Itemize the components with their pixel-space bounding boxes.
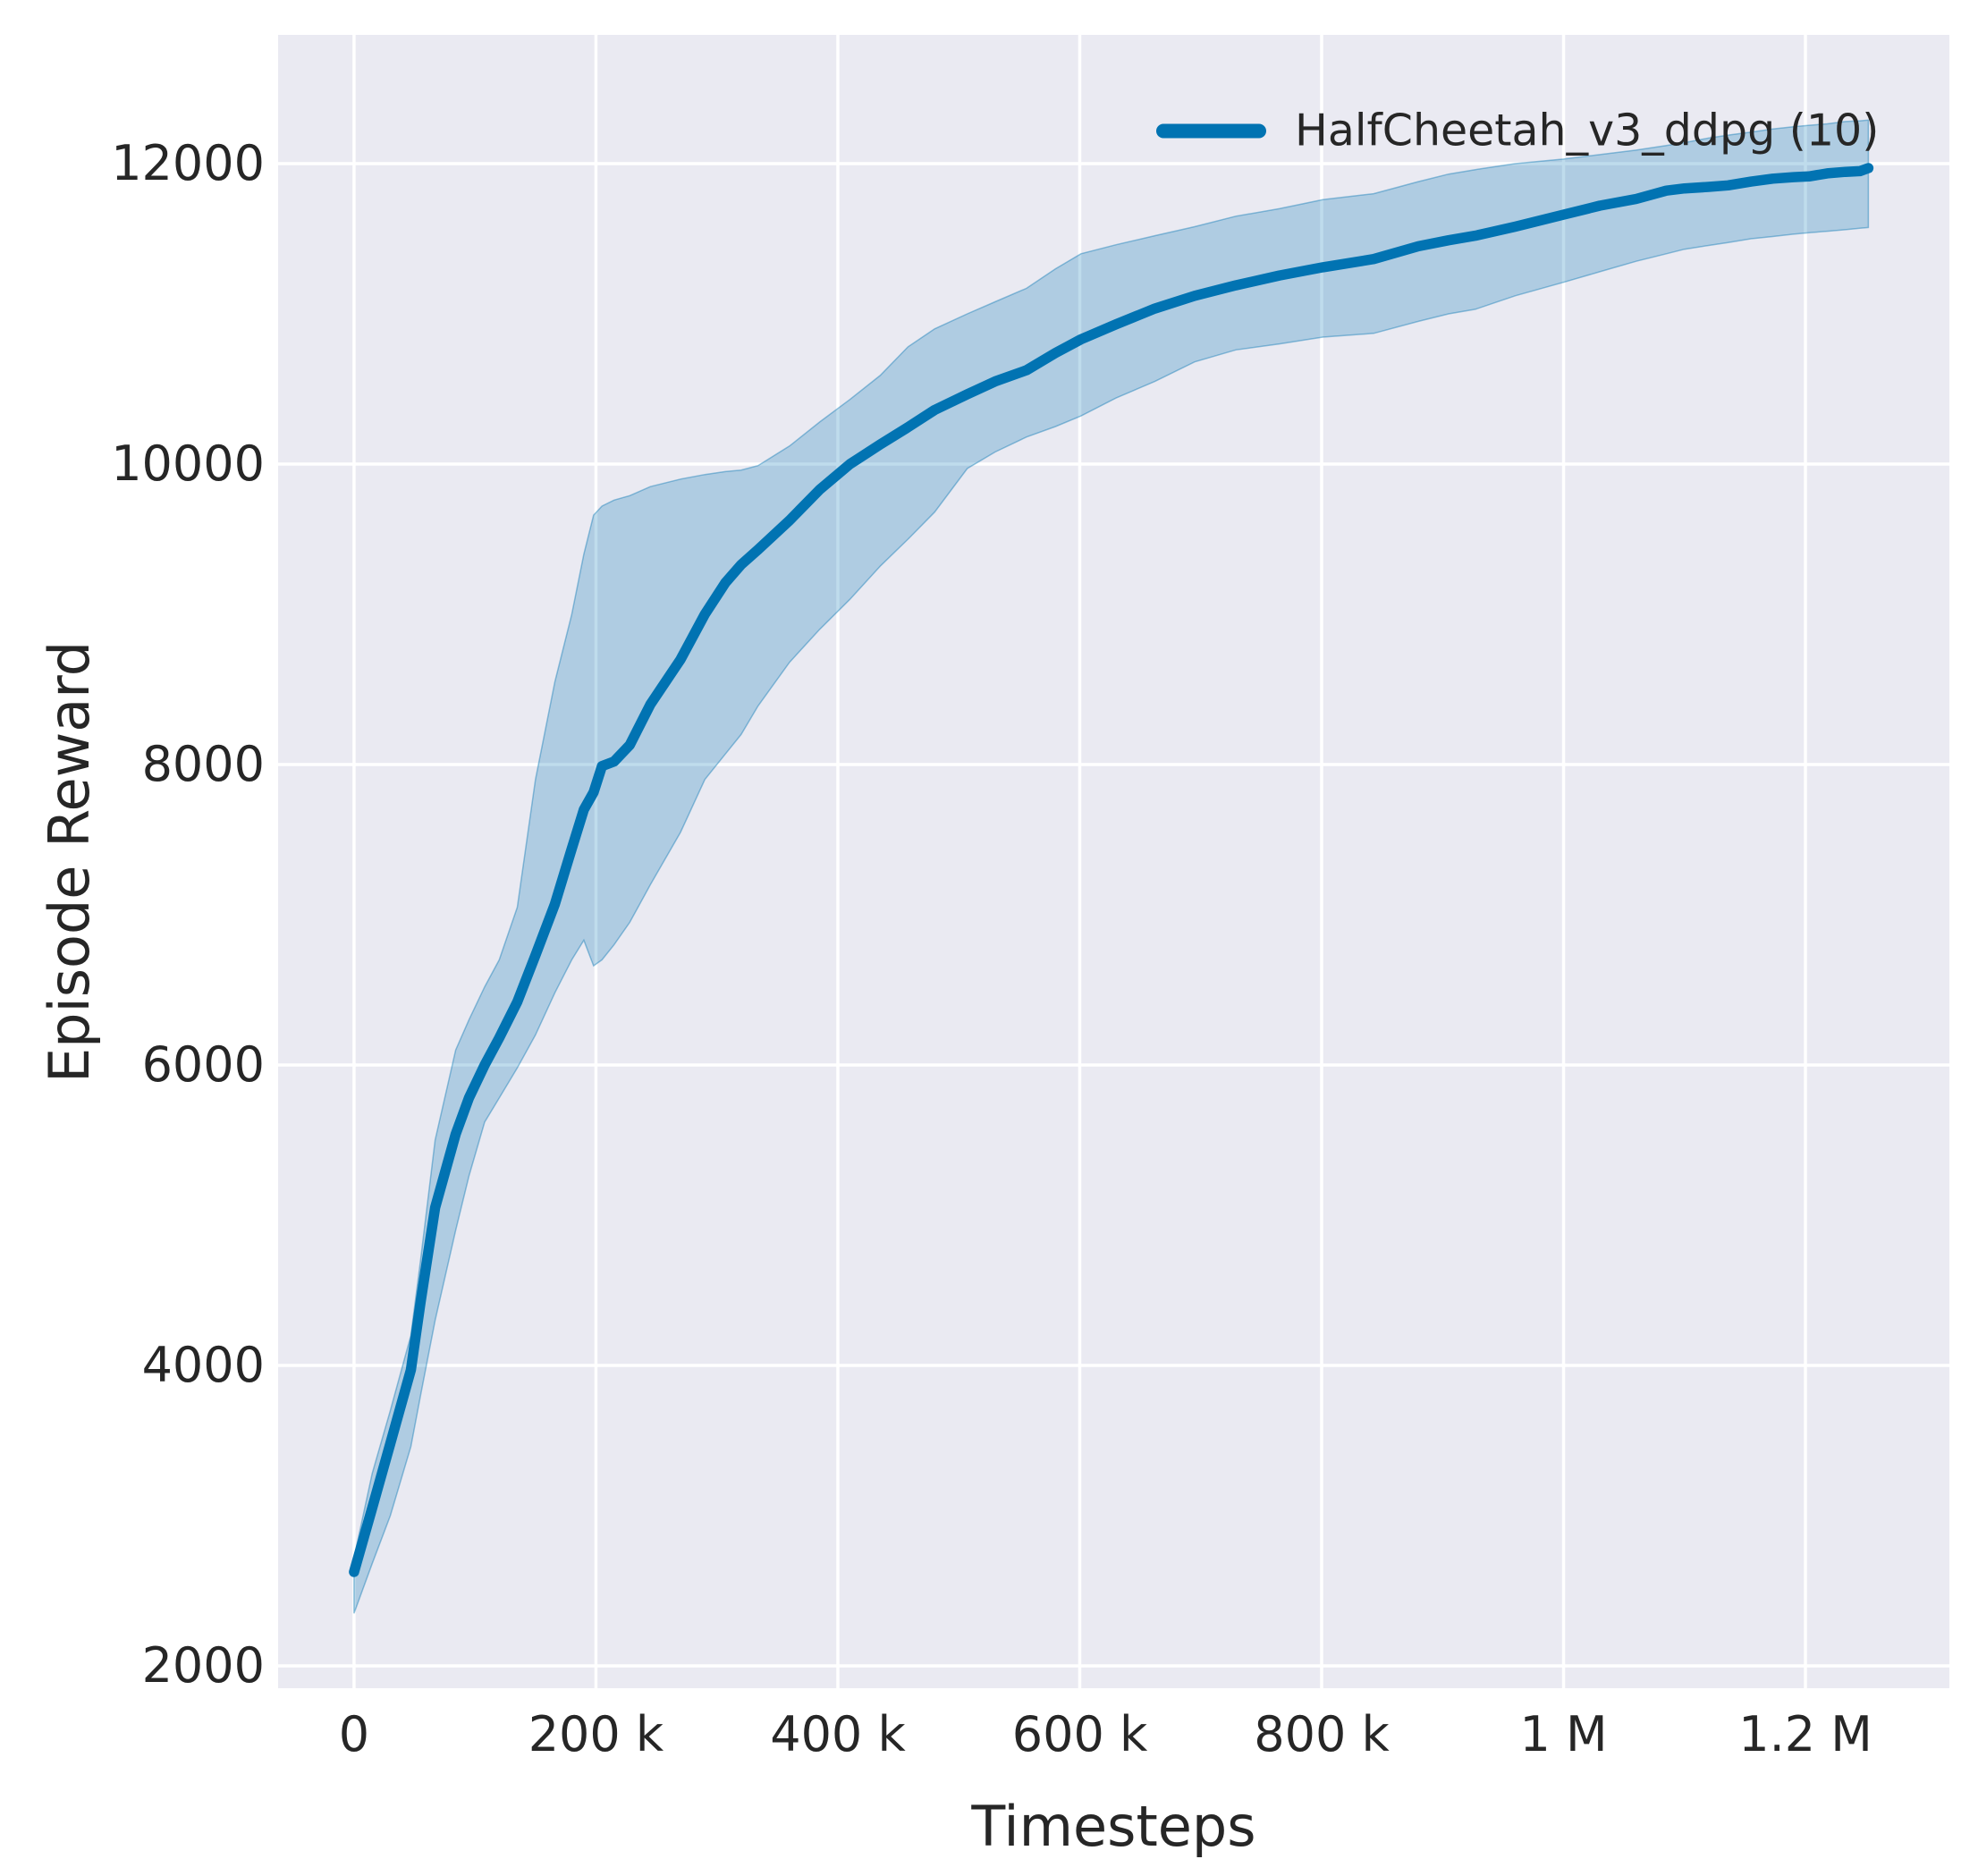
legend-line-swatch [1156, 123, 1266, 138]
x-tick-label: 400 k [770, 1706, 906, 1762]
plot-area [278, 35, 1949, 1688]
x-tick-label: 0 [338, 1706, 370, 1762]
legend-entry-label: HalfCheetah_v3_ddpg (10) [1295, 105, 1880, 156]
mean-reward-line [349, 163, 1874, 1577]
x-tick-label: 800 k [1254, 1706, 1390, 1762]
x-tick-label: 200 k [528, 1706, 664, 1762]
x-tick-label: 600 k [1011, 1706, 1148, 1762]
x-tick-label: 1 M [1519, 1706, 1608, 1762]
confidence-band [353, 119, 1870, 1614]
y-tick-label: 6000 [141, 1035, 265, 1093]
y-tick-label: 2000 [141, 1636, 265, 1694]
y-tick-label: 4000 [141, 1336, 265, 1393]
y-tick-label: 12000 [111, 134, 265, 191]
y-tick-label: 10000 [111, 435, 265, 492]
y-tick-label: 8000 [141, 735, 265, 792]
x-tick-label: 1.2 M [1738, 1706, 1872, 1762]
x-axis-title: Timesteps [971, 1794, 1256, 1859]
y-axis-title: Episode Reward [37, 640, 102, 1083]
legend: HalfCheetah_v3_ddpg (10) [1156, 109, 1879, 153]
